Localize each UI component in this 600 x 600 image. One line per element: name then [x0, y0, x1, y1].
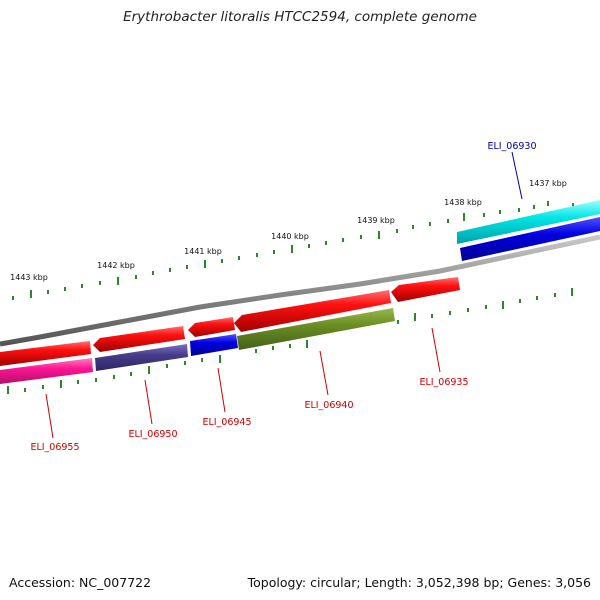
tick-label-1443: 1443 kbp — [10, 273, 48, 282]
gene-ELI_06935[interactable] — [0, 0, 460, 302]
label-leaders — [45, 151, 523, 439]
label-ELI_06940[interactable]: ELI_06940 — [304, 400, 353, 411]
feature-bar[interactable] — [457, 200, 600, 244]
tick-label-1437: 1437 kbp — [529, 179, 567, 188]
label-ELI_06955[interactable]: ELI_06955 — [30, 442, 79, 453]
feature-arrow[interactable] — [391, 277, 460, 302]
tick-label-1441: 1441 kbp — [184, 247, 222, 256]
cds-bar[interactable] — [190, 334, 238, 356]
cds-bar[interactable] — [0, 358, 93, 384]
gene-ELI_06945[interactable] — [188, 317, 238, 356]
feature-arrow[interactable] — [188, 317, 235, 337]
leader-ELI_06940 — [319, 350, 329, 396]
genome-title: Erythrobacter litoralis HTCC2594, comple… — [123, 9, 477, 25]
tick-label-1438: 1438 kbp — [444, 198, 482, 207]
cds-bar[interactable] — [95, 344, 188, 371]
feature-arrow[interactable] — [93, 326, 185, 352]
topology-text: Topology: circular; Length: 3,052,398 bp… — [247, 575, 591, 590]
gene-ELI_06930[interactable] — [457, 200, 600, 261]
label-ELI_06950[interactable]: ELI_06950 — [128, 429, 177, 440]
outer-ticks — [12, 201, 574, 300]
label-ELI_06935[interactable]: ELI_06935 — [419, 377, 468, 388]
tick-label-1439: 1439 kbp — [357, 216, 395, 225]
gene-labels: ELI_06930 ELI_06935 ELI_06940 ELI_06945 … — [30, 141, 536, 453]
gene-ELI_06955[interactable] — [0, 341, 93, 384]
gene-ELI_06940[interactable] — [234, 290, 395, 350]
leader-ELI_06950 — [144, 379, 153, 425]
accession-text: Accession: NC_007722 — [9, 575, 152, 590]
feature-arrow[interactable] — [0, 341, 91, 366]
label-ELI_06930[interactable]: ELI_06930 — [487, 141, 536, 152]
genome-backbone — [0, 234, 600, 347]
gene-ELI_06950[interactable] — [93, 326, 188, 371]
leader-ELI_06955 — [45, 393, 54, 439]
label-ELI_06945[interactable]: ELI_06945 — [202, 417, 251, 428]
leader-ELI_06930 — [511, 151, 523, 200]
tick-labels: 1437 kbp 1438 kbp 1439 kbp 1440 kbp 1441… — [10, 179, 567, 282]
leader-ELI_06945 — [217, 367, 226, 413]
tick-label-1440: 1440 kbp — [271, 232, 309, 241]
feature-arrow[interactable] — [234, 290, 391, 332]
cds-bar[interactable] — [460, 217, 600, 261]
tick-label-1442: 1442 kbp — [97, 261, 135, 270]
cds-bar[interactable] — [237, 308, 395, 350]
leader-ELI_06935 — [431, 327, 441, 373]
inner-ticks — [7, 288, 573, 394]
